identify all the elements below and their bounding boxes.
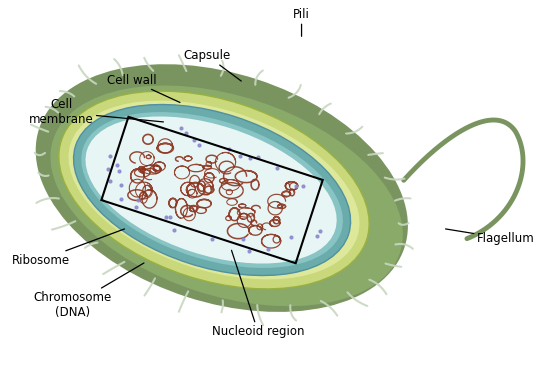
Ellipse shape bbox=[59, 91, 369, 289]
Text: Flagellum: Flagellum bbox=[446, 229, 534, 245]
Ellipse shape bbox=[73, 104, 350, 275]
Ellipse shape bbox=[81, 112, 343, 268]
Ellipse shape bbox=[51, 86, 403, 306]
Text: Cell
membrane: Cell membrane bbox=[29, 98, 163, 126]
Text: Ribosome: Ribosome bbox=[12, 229, 125, 267]
Text: Capsule: Capsule bbox=[183, 49, 241, 81]
Text: Pili: Pili bbox=[293, 8, 310, 36]
Ellipse shape bbox=[85, 117, 337, 264]
Text: Nucleoid region: Nucleoid region bbox=[212, 250, 304, 338]
Text: Cell wall: Cell wall bbox=[107, 74, 180, 102]
Ellipse shape bbox=[36, 64, 408, 312]
Text: Chromosome
(DNA): Chromosome (DNA) bbox=[34, 263, 144, 319]
Ellipse shape bbox=[69, 101, 360, 279]
